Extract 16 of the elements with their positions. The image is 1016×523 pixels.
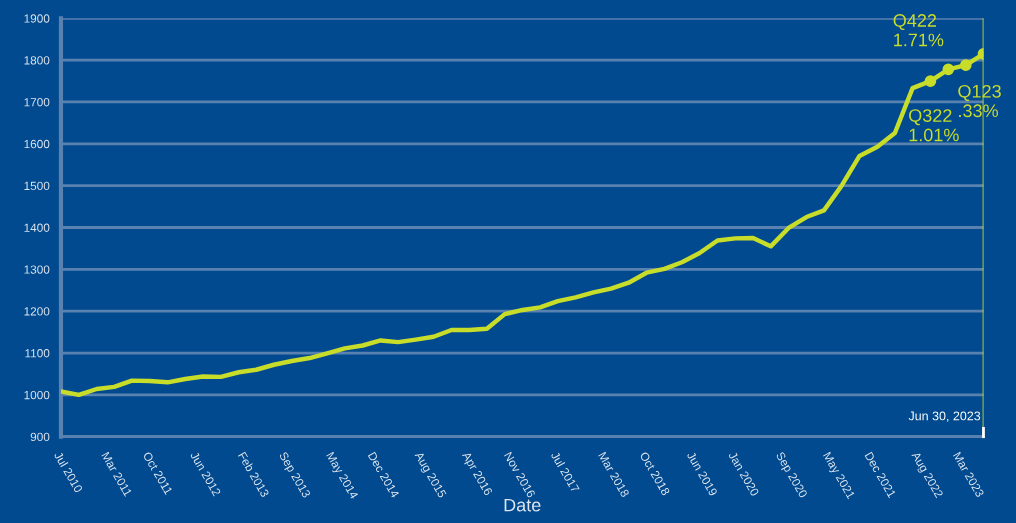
y-tick-label: 1000 (24, 390, 50, 400)
y-tick-label: 1100 (25, 349, 50, 358)
ref-line-label: Jun 30, 2023 (908, 411, 981, 422)
annotation: Q422 1.71% (893, 14, 944, 47)
y-tick-label: 1600 (24, 139, 50, 149)
y-tick-label: 1800 (24, 56, 50, 65)
y-tick-label: 1200 (24, 307, 50, 316)
y-tick-label: 1500 (24, 181, 50, 191)
annotation: Q322 1.01% (909, 109, 959, 142)
y-tick-label: 1900 (24, 14, 50, 23)
annotation: Q123 .33% (958, 84, 1001, 118)
y-tick-label: 1400 (24, 223, 50, 232)
y-tick-label: 1300 (24, 265, 50, 274)
y-tick-label: 1700 (24, 98, 50, 107)
x-axis-title: Date (504, 498, 541, 512)
y-tick-label: 900 (30, 432, 50, 442)
